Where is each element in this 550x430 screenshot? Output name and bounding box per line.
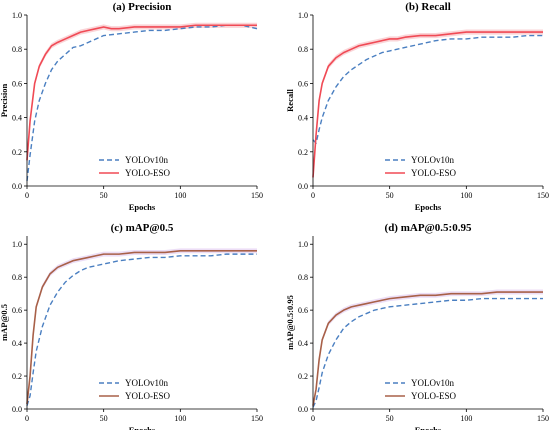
y-tick-label: 0.4 xyxy=(12,114,22,123)
series-line-yolov10n xyxy=(312,34,543,144)
y-tick-label: 0.2 xyxy=(298,372,308,381)
y-tick-label: 0.6 xyxy=(12,306,22,315)
x-tick-label: 100 xyxy=(460,414,472,423)
chart-title: (c) mAP@0.5 xyxy=(111,222,174,234)
y-tick-label: 0.8 xyxy=(298,273,308,282)
y-axis-label: mAP@0.5:0.95 xyxy=(285,295,295,350)
y-tick-label: 1.0 xyxy=(12,11,22,20)
x-tick-label: 100 xyxy=(174,191,186,200)
y-tick-label: 0.2 xyxy=(12,372,22,381)
y-tick-label: 1.0 xyxy=(298,240,308,249)
y-tick-label: 1.0 xyxy=(298,11,308,20)
y-tick-label: 0.8 xyxy=(298,45,308,54)
y-tick-label: 0.0 xyxy=(298,182,308,191)
confidence-band xyxy=(27,22,257,163)
legend-label-yolo-eso: YOLO-ESO xyxy=(125,391,170,401)
y-tick-label: 1.0 xyxy=(12,240,22,249)
legend-label-yolov10n: YOLOv10n xyxy=(125,155,168,165)
x-tick-label: 0 xyxy=(311,414,315,423)
chart-title: (b) Recall xyxy=(405,1,451,13)
x-tick-label: 100 xyxy=(174,414,186,423)
x-tick-label: 50 xyxy=(100,191,108,200)
y-tick-label: 0.0 xyxy=(12,405,22,414)
y-tick-label: 0.0 xyxy=(298,405,308,414)
x-axis-label: Epochs xyxy=(415,202,442,212)
chart-title: (d) mAP@0.5:0.95 xyxy=(385,222,472,234)
legend-label-yolov10n: YOLOv10n xyxy=(125,378,168,388)
y-tick-label: 0.2 xyxy=(12,148,22,157)
legend: YOLOv10n YOLO-ESO xyxy=(385,378,456,401)
x-tick-label: 100 xyxy=(460,191,472,200)
x-axis-label: Epochs xyxy=(129,202,156,212)
chart-panel-0: (a) Precision 0.0 0.2 0.4 0.6 0.8 1.0 0 50 100 150… xyxy=(0,1,263,212)
y-tick-label: 0.4 xyxy=(12,339,22,348)
legend: YOLOv10n YOLO-ESO xyxy=(99,155,170,178)
series-line-yolo-eso xyxy=(26,24,257,161)
chart-panel-3: (d) mAP@0.5:0.95 0.0 0.2 0.4 0.6 0.8 1.0 0 50 100… xyxy=(285,222,549,430)
series-line-yolov10n xyxy=(26,253,257,406)
x-tick-label: 0 xyxy=(25,414,29,423)
y-tick-label: 0.2 xyxy=(298,148,308,157)
y-tick-label: 0.6 xyxy=(298,306,308,315)
x-axis-label: Epochs xyxy=(415,425,442,430)
y-tick-label: 0.4 xyxy=(298,339,308,348)
legend-label-yolov10n: YOLOv10n xyxy=(411,378,454,388)
chart-panel-1: (b) Recall 0.0 0.2 0.4 0.6 0.8 1.0 0 50 100 150 Epo… xyxy=(285,1,549,212)
series-line-yolo-eso xyxy=(26,250,257,405)
y-axis-label: Precision xyxy=(0,84,9,118)
y-tick-label: 0.8 xyxy=(12,273,22,282)
legend: YOLOv10n YOLO-ESO xyxy=(99,378,170,401)
x-tick-label: 50 xyxy=(100,414,108,423)
legend-label-yolo-eso: YOLO-ESO xyxy=(411,168,456,178)
chart-panel-2: (c) mAP@0.5 0.0 0.2 0.4 0.6 0.8 1.0 0 50 100 150 Ep… xyxy=(0,222,263,430)
series-line-yolov10n xyxy=(26,24,258,181)
y-axis-label: mAP@0.5 xyxy=(0,304,9,341)
legend: YOLOv10n YOLO-ESO xyxy=(385,155,456,178)
x-tick-label: 150 xyxy=(537,191,549,200)
chart-title: (a) Precision xyxy=(113,1,172,13)
series-line-yolo-eso xyxy=(312,31,543,178)
x-tick-label: 150 xyxy=(251,414,263,423)
legend-label-yolo-eso: YOLO-ESO xyxy=(125,168,170,178)
x-tick-label: 150 xyxy=(251,191,263,200)
x-axis-label: Epochs xyxy=(129,425,156,430)
y-tick-label: 0.0 xyxy=(12,182,22,191)
y-tick-label: 0.6 xyxy=(298,79,308,88)
y-tick-label: 0.4 xyxy=(298,114,308,123)
y-tick-label: 0.8 xyxy=(12,45,22,54)
y-tick-label: 0.6 xyxy=(12,79,22,88)
y-axis-label: Recall xyxy=(285,89,295,112)
x-tick-label: 0 xyxy=(25,191,29,200)
x-tick-label: 0 xyxy=(311,191,315,200)
x-tick-label: 50 xyxy=(386,414,394,423)
legend-label-yolo-eso: YOLO-ESO xyxy=(411,391,456,401)
x-tick-label: 50 xyxy=(386,191,394,200)
legend-label-yolov10n: YOLOv10n xyxy=(411,155,454,165)
series-line-yolo-eso xyxy=(312,291,543,406)
series-line-yolov10n xyxy=(312,297,543,408)
x-tick-label: 150 xyxy=(537,414,549,423)
